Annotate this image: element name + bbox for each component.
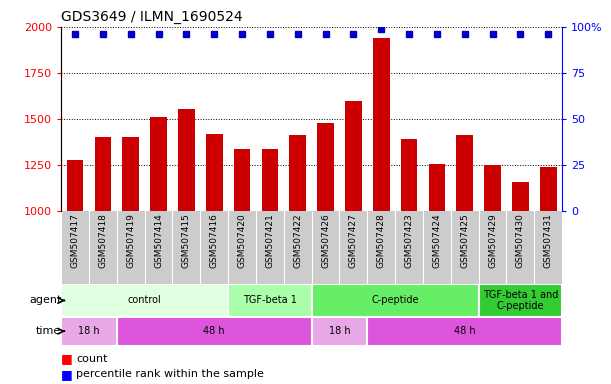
Text: GDS3649 / ILMN_1690524: GDS3649 / ILMN_1690524 — [61, 10, 243, 25]
Bar — [478, 284, 562, 317]
Text: GSM507417: GSM507417 — [70, 214, 79, 268]
Bar — [262, 149, 278, 384]
Text: GSM507428: GSM507428 — [377, 214, 386, 268]
Text: TGF-beta 1: TGF-beta 1 — [243, 295, 297, 306]
Bar — [67, 160, 83, 384]
Text: GSM507424: GSM507424 — [433, 214, 441, 268]
Bar — [228, 284, 312, 317]
Text: percentile rank within the sample: percentile rank within the sample — [76, 369, 264, 379]
Bar — [428, 164, 445, 384]
Text: agent: agent — [29, 295, 61, 306]
Bar — [122, 137, 139, 384]
Bar — [373, 38, 390, 384]
Bar — [233, 149, 251, 384]
Text: TGF-beta 1 and
C-peptide: TGF-beta 1 and C-peptide — [483, 290, 558, 311]
Bar — [290, 135, 306, 384]
Text: GSM507429: GSM507429 — [488, 214, 497, 268]
Bar — [61, 284, 228, 317]
Bar — [512, 182, 529, 384]
Text: GSM507414: GSM507414 — [154, 214, 163, 268]
Text: 48 h: 48 h — [454, 326, 475, 336]
Text: GSM507425: GSM507425 — [460, 214, 469, 268]
Text: GSM507420: GSM507420 — [238, 214, 246, 268]
Bar — [95, 137, 111, 384]
Text: GSM507430: GSM507430 — [516, 214, 525, 268]
Text: GSM507423: GSM507423 — [404, 214, 414, 268]
Bar — [317, 123, 334, 384]
Text: 18 h: 18 h — [78, 326, 100, 336]
Text: time: time — [36, 326, 61, 336]
Bar — [345, 101, 362, 384]
Bar — [312, 284, 478, 317]
Bar — [367, 317, 562, 346]
Text: C-peptide: C-peptide — [371, 295, 419, 306]
Bar — [401, 139, 417, 384]
Text: GSM507415: GSM507415 — [182, 214, 191, 268]
Text: GSM507418: GSM507418 — [98, 214, 108, 268]
Text: GSM507422: GSM507422 — [293, 214, 302, 268]
Text: 48 h: 48 h — [203, 326, 225, 336]
Bar — [456, 135, 473, 384]
Text: GSM507431: GSM507431 — [544, 214, 553, 268]
Text: control: control — [128, 295, 161, 306]
Bar — [206, 134, 222, 384]
Bar — [61, 317, 117, 346]
Text: ■: ■ — [61, 353, 73, 366]
Text: GSM507421: GSM507421 — [265, 214, 274, 268]
Text: count: count — [76, 354, 108, 364]
Bar — [178, 109, 195, 384]
Bar — [540, 167, 557, 384]
Bar — [484, 165, 501, 384]
Bar — [150, 117, 167, 384]
Bar — [312, 317, 367, 346]
Text: ■: ■ — [61, 368, 73, 381]
Text: GSM507426: GSM507426 — [321, 214, 330, 268]
Bar — [117, 317, 312, 346]
Text: GSM507416: GSM507416 — [210, 214, 219, 268]
Text: GSM507419: GSM507419 — [126, 214, 135, 268]
Text: GSM507427: GSM507427 — [349, 214, 358, 268]
Text: 18 h: 18 h — [329, 326, 350, 336]
